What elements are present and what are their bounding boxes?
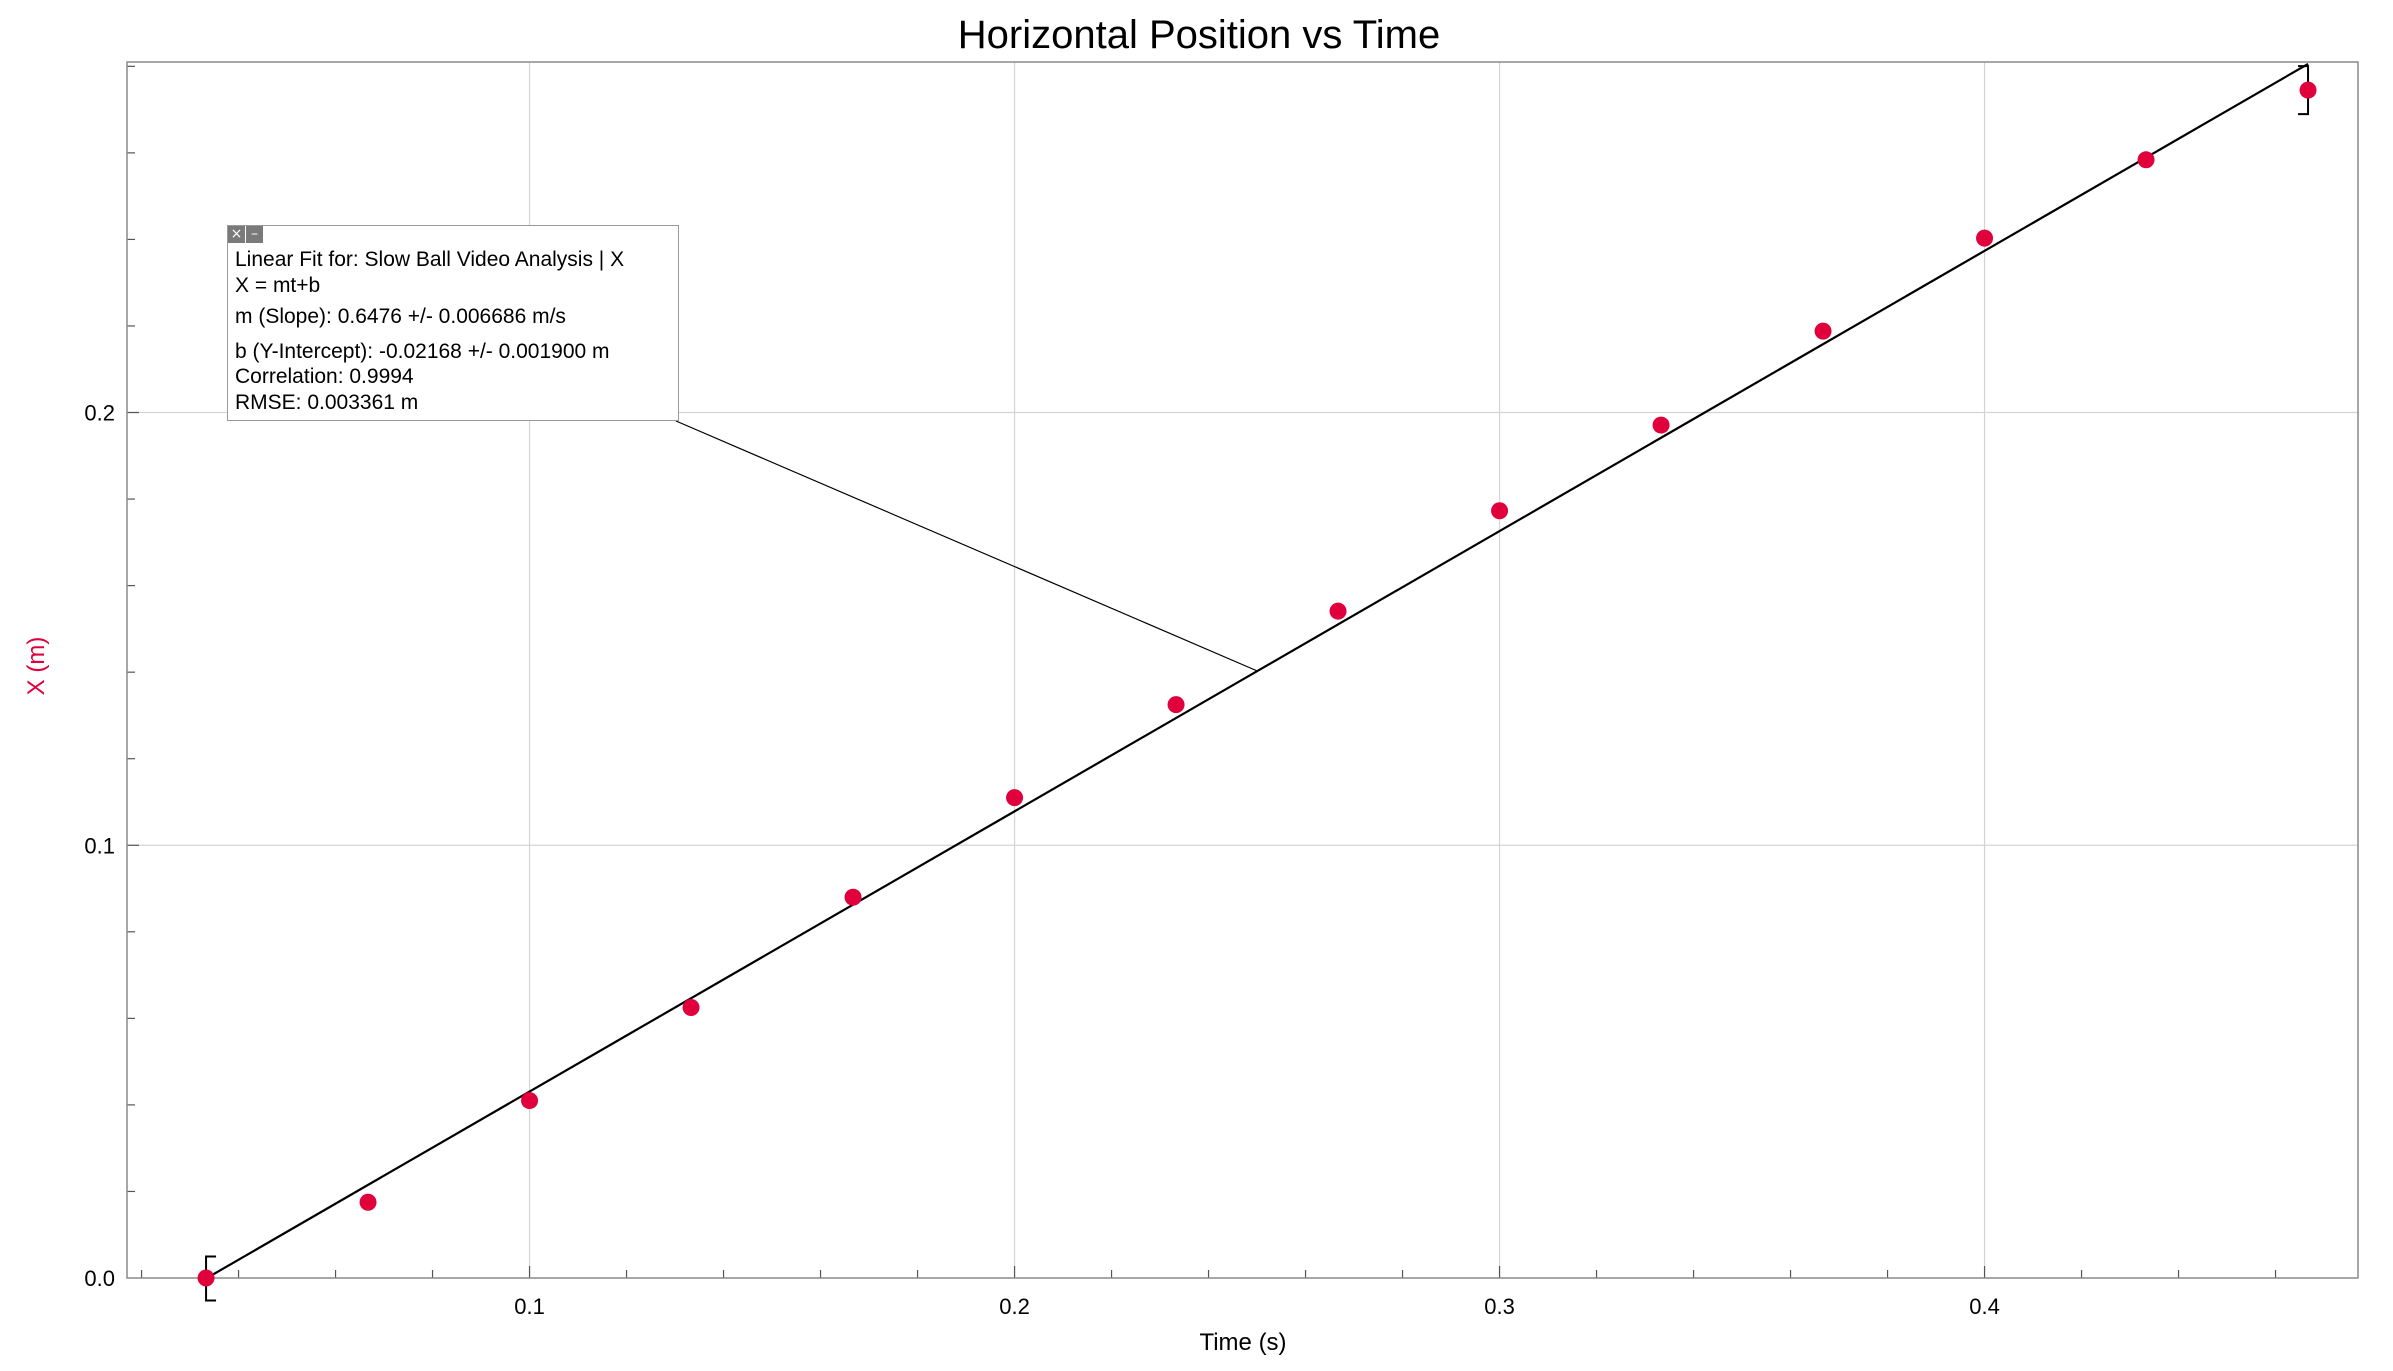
- minor-ticks: [127, 65, 2277, 1278]
- data-point: [2137, 151, 2155, 169]
- fit-title: Linear Fit for: Slow Ball Video Analysis…: [235, 248, 625, 271]
- linear-fit-box[interactable]: × – Linear Fit for: Slow Ball Video Anal…: [227, 225, 679, 421]
- data-point: [682, 999, 700, 1017]
- fit-intercept: b (Y-Intercept): -0.02168 +/- 0.001900 m: [235, 339, 610, 363]
- fit-equation: X = mt+b: [235, 273, 321, 297]
- data-point: [2299, 81, 2317, 99]
- x-tick-label: 0.1: [514, 1294, 545, 1319]
- data-point: [1976, 229, 1994, 247]
- y-tick-label: 0.0: [84, 1266, 115, 1291]
- data-point: [521, 1092, 539, 1110]
- data-point: [1167, 696, 1185, 714]
- plot-frame: [126, 61, 2359, 1279]
- y-tick-labels: 0.0 0.1 0.2: [84, 401, 115, 1291]
- y-tick-label: 0.2: [84, 401, 115, 426]
- minimize-icon[interactable]: –: [246, 226, 263, 243]
- data-point: [1006, 789, 1024, 807]
- fit-box-controls: × –: [228, 226, 263, 244]
- x-tick-labels: 0.1 0.2 0.3 0.4: [514, 1294, 2000, 1319]
- data-points: [197, 81, 2317, 1287]
- data-point: [1329, 602, 1347, 620]
- x-tick-label: 0.4: [1969, 1294, 2000, 1319]
- fit-line: [205, 62, 2309, 1280]
- chart-title: Horizontal Position vs Time: [958, 13, 1440, 57]
- y-axis-label: X (m): [23, 637, 50, 696]
- x-axis-label: Time (s): [1199, 1329, 1286, 1356]
- data-point: [197, 1269, 215, 1287]
- data-point: [1491, 502, 1509, 520]
- y-tick-label: 0.1: [84, 833, 115, 858]
- x-tick-label: 0.3: [1484, 1294, 1515, 1319]
- data-point: [1814, 322, 1832, 340]
- fit-rmse: RMSE: 0.003361 m: [235, 390, 419, 414]
- data-point: [359, 1193, 377, 1211]
- fit-correlation: Correlation: 0.9994: [235, 365, 414, 388]
- x-tick-label: 0.2: [999, 1294, 1030, 1319]
- data-point: [844, 888, 862, 906]
- close-icon[interactable]: ×: [228, 226, 245, 243]
- fit-slope: m (Slope): 0.6476 +/- 0.006686 m/s: [235, 305, 566, 328]
- data-point: [1652, 416, 1670, 434]
- callout-line: [675, 420, 1258, 672]
